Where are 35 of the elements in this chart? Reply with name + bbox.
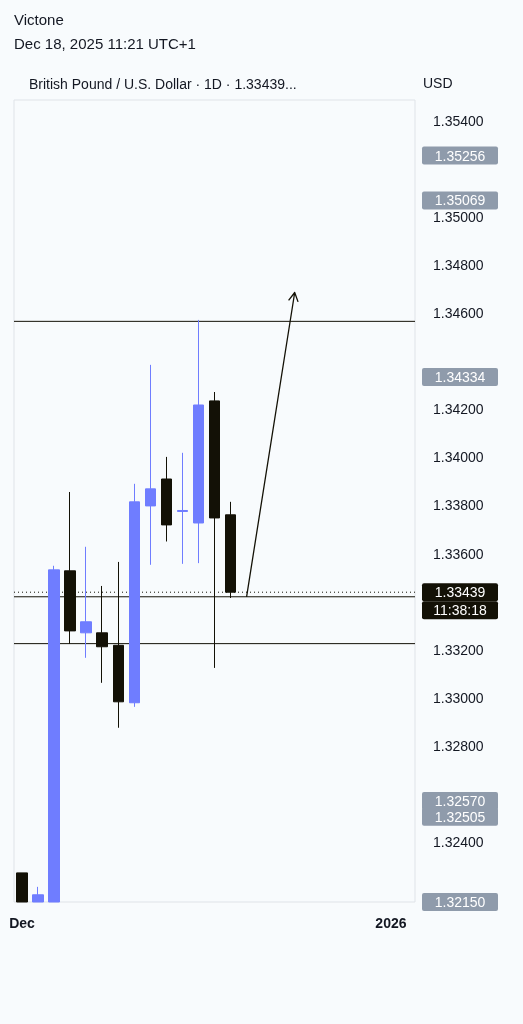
candlestick [177, 452, 188, 565]
ref-line-label: 1.33439 [434, 584, 486, 601]
y-tick-label: 1.33600 [433, 545, 484, 562]
y-tick-label: 1.32400 [433, 833, 484, 850]
text: 1.35069 [434, 192, 486, 209]
y-tick-label: 1.35000 [433, 209, 484, 226]
x-tick-label: 2026 [375, 915, 407, 931]
y-axis-title: USD [423, 75, 453, 91]
candlestick [80, 546, 92, 659]
x-tick-label: Dec [9, 915, 36, 931]
candlestick [161, 456, 172, 542]
y-tick-label: 1.32800 [433, 737, 484, 754]
y-tick-label: 1.33000 [433, 689, 484, 706]
chart-title: British Pound / U.S. Dollar · 1D · 1.33439... [29, 76, 297, 92]
text: 11:38:18 [433, 602, 487, 619]
text: 1.35256 [434, 147, 486, 164]
candlestick [16, 872, 28, 903]
candlestick [145, 364, 156, 566]
text: 1.32150 [434, 894, 486, 910]
y-tick-label: 1.35400 [433, 112, 484, 129]
candlestick [32, 886, 44, 903]
candlestick [129, 483, 140, 708]
y-tick-label: 1.33200 [433, 641, 484, 658]
y-tick-label: 1.33800 [433, 497, 484, 514]
candlestick [193, 319, 204, 564]
y-tick-label: 1.34600 [433, 305, 484, 322]
text: Dec 18, 2025 11:21 UTC+1 [14, 35, 196, 52]
text: 1.32505 [434, 808, 486, 825]
candlestick [48, 565, 60, 903]
y-tick-label: 1.34800 [433, 257, 484, 274]
text: 1.32570 [434, 793, 486, 810]
y-tick-label: 1.34200 [433, 401, 484, 418]
text: 1.34334 [434, 369, 486, 386]
text: Victone [14, 11, 64, 28]
y-tick-label: 1.34000 [433, 449, 484, 466]
